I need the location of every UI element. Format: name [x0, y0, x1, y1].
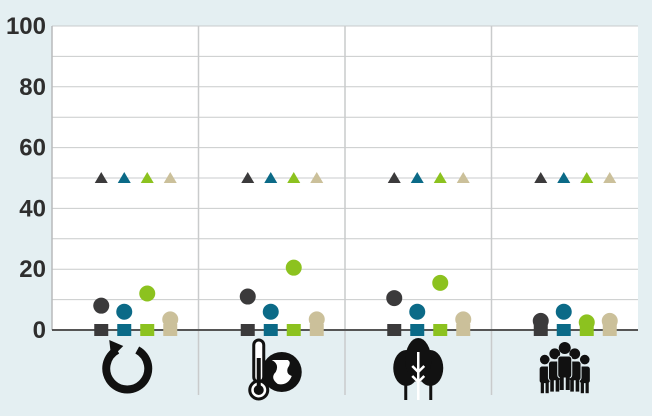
circle-marker	[432, 274, 449, 291]
square-marker	[387, 324, 402, 336]
triangle-marker	[580, 172, 594, 183]
triangle-marker	[241, 172, 255, 183]
triangle-marker	[456, 172, 470, 183]
square-marker	[240, 324, 255, 336]
circular-arrow-icon	[102, 340, 153, 394]
circle-marker	[162, 311, 179, 328]
triangle-marker	[534, 172, 548, 183]
square-marker	[140, 324, 155, 336]
y-tick-label: 0	[33, 317, 46, 344]
y-tick-label: 60	[19, 135, 46, 162]
triangle-marker	[94, 172, 108, 183]
thermometer-globe-icon	[248, 338, 302, 401]
y-axis-tick-labels: 0 20 40 60 80 100	[6, 13, 46, 344]
square-marker	[602, 324, 617, 336]
triangle-marker	[433, 172, 447, 183]
trees-icon	[393, 338, 444, 400]
circle-marker	[139, 285, 156, 302]
triangle-marker	[410, 172, 424, 183]
y-tick-label: 20	[19, 256, 46, 283]
triangle-marker	[387, 172, 401, 183]
square-marker	[456, 324, 471, 336]
triangle-marker	[140, 172, 154, 183]
triangle-marker	[310, 172, 324, 183]
circle-marker	[455, 311, 472, 328]
triangle-marker	[287, 172, 301, 183]
triangle-marker	[117, 172, 131, 183]
circle-marker	[308, 311, 325, 328]
triangle-marker	[603, 172, 617, 183]
square-marker	[579, 324, 594, 336]
square-marker	[163, 324, 178, 336]
square-marker	[533, 324, 548, 336]
triangle-marker	[163, 172, 177, 183]
circle-marker	[262, 303, 279, 320]
square-marker	[94, 324, 109, 336]
circle-marker	[285, 259, 302, 276]
people-group-icon	[538, 342, 591, 394]
square-marker	[410, 324, 425, 336]
square-marker	[117, 324, 132, 336]
triangle-marker	[264, 172, 278, 183]
triangle-marker	[557, 172, 571, 183]
square-marker	[556, 324, 571, 336]
square-marker	[309, 324, 324, 336]
data-marks	[93, 172, 618, 336]
circle-marker	[239, 288, 256, 305]
circle-marker	[555, 303, 572, 320]
category-icons	[102, 338, 591, 401]
circle-marker	[386, 290, 403, 307]
square-marker	[433, 324, 448, 336]
circle-marker	[116, 303, 133, 320]
circle-marker	[93, 297, 110, 314]
y-tick-label: 80	[19, 74, 46, 101]
circle-marker	[409, 303, 426, 320]
y-tick-label: 100	[6, 13, 46, 40]
square-marker	[286, 324, 301, 336]
y-tick-label: 40	[19, 195, 46, 222]
square-marker	[263, 324, 278, 336]
